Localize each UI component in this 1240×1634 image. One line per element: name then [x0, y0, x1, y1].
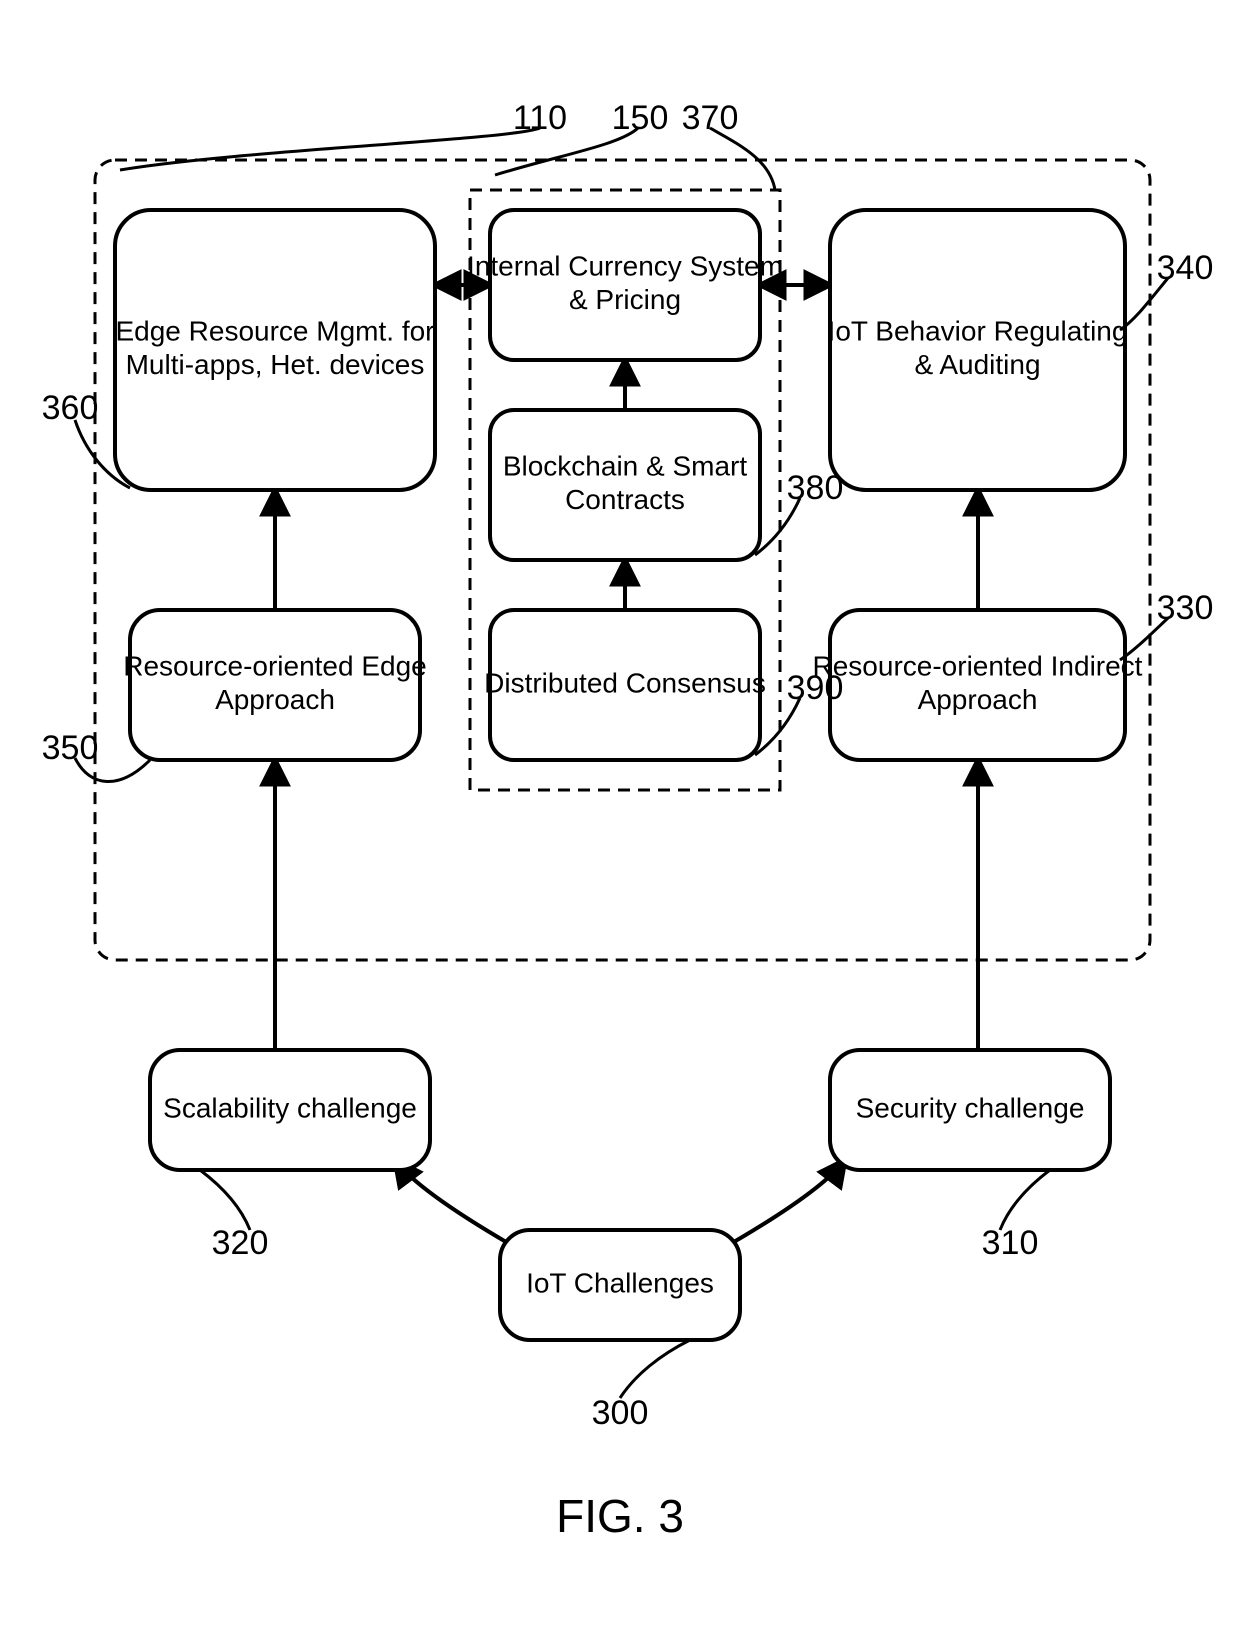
- leader-0: [120, 128, 540, 170]
- figure-svg: Edge Resource Mgmt. forMulti-apps, Het. …: [0, 0, 1240, 1634]
- leader-10: [1000, 1170, 1050, 1230]
- inner_dashed-ref: 370: [682, 99, 739, 137]
- leader-11: [620, 1340, 690, 1398]
- node-n380-ref: 380: [787, 469, 844, 507]
- node-n370a-label-1: & Pricing: [569, 284, 681, 315]
- node-n350-label-0: Resource-oriented Edge: [123, 651, 427, 682]
- node-n340-label-1: & Auditing: [914, 349, 1040, 380]
- leader-9: [200, 1170, 250, 1230]
- node-n350-ref: 350: [42, 729, 99, 767]
- node-n330-ref: 330: [1157, 589, 1214, 627]
- node-n390-label-0: Distributed Consensus: [484, 667, 766, 698]
- node-n360-label-1: Multi-apps, Het. devices: [126, 349, 425, 380]
- node-n340-ref: 340: [1157, 249, 1214, 287]
- outer-secondary-ref: 150: [612, 99, 669, 137]
- edge-n300-n320: [395, 1160, 520, 1250]
- node-n310-ref: 310: [982, 1224, 1039, 1262]
- edge-n300-n310: [720, 1160, 845, 1250]
- node-n310-label-0: Security challenge: [856, 1092, 1085, 1123]
- node-n330-label-1: Approach: [918, 684, 1038, 715]
- node-n330-label-0: Resource-oriented Indirect: [813, 651, 1143, 682]
- node-n380-label-1: Contracts: [565, 484, 685, 515]
- node-n300-label-0: IoT Challenges: [526, 1267, 714, 1298]
- node-n340-label-0: IoT Behavior Regulating: [828, 316, 1128, 347]
- node-n370a-label-0: Internal Currency System: [467, 251, 783, 282]
- node-n380-label-0: Blockchain & Smart: [503, 451, 748, 482]
- node-n320-label-0: Scalability challenge: [163, 1092, 417, 1123]
- figure-caption: FIG. 3: [556, 1490, 684, 1542]
- node-n390-ref: 390: [787, 669, 844, 707]
- node-n320-ref: 320: [212, 1224, 269, 1262]
- node-n360-ref: 360: [42, 389, 99, 427]
- node-n300-ref: 300: [592, 1394, 649, 1432]
- node-n350-label-1: Approach: [215, 684, 335, 715]
- node-n360-label-0: Edge Resource Mgmt. for: [115, 316, 434, 347]
- outer_dashed-ref: 110: [513, 99, 567, 137]
